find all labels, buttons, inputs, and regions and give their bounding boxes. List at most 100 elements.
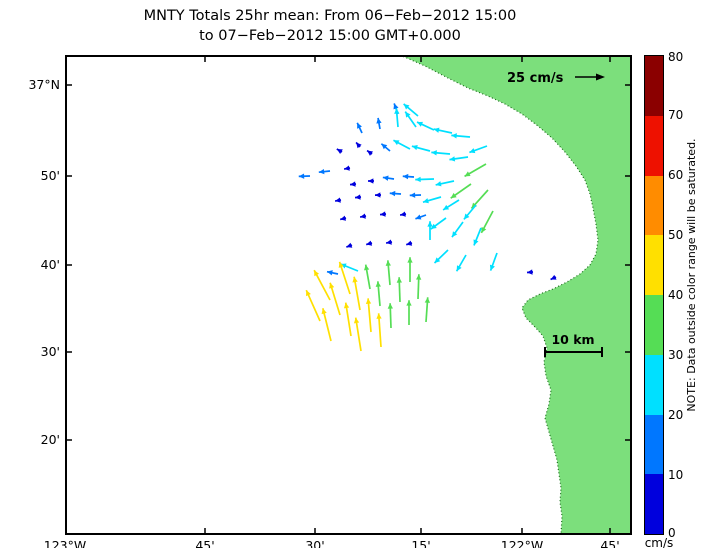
colorbar-segment [645,175,663,236]
current-vector-head [416,274,422,280]
current-vector-head [463,213,470,220]
land-coastline-polygon [399,54,633,536]
colorbar-segment [645,414,663,475]
current-vector-head [364,264,370,271]
current-vector-head [387,303,393,309]
current-vector-head [389,190,396,197]
current-vector-head [368,178,374,184]
current-vector [344,302,352,337]
x-axis-tick-label: 122°W [500,538,544,548]
y-axis-tick-label: 30' [40,344,60,359]
current-vector-head [411,144,418,151]
current-vector-head [409,192,416,198]
current-vector-head [402,173,409,180]
velocity-scale-label: 25 cm/s [507,71,564,86]
current-vector-head [336,149,343,154]
x-axis-tick-label: 45' [195,538,215,548]
current-vector-head [350,181,356,187]
colorbar-unit-label: cm/s [644,536,674,548]
current-vector-head [422,198,429,204]
colorbar-segment [645,235,663,295]
current-vector-head [489,264,495,271]
current-vector-head [386,239,392,245]
colorbar-tick-label: 20 [668,408,684,422]
vector-field-canvas: 25 cm/s 10 km [64,54,633,536]
current-vector-head [394,108,400,114]
current-vector-head [329,282,335,289]
current-vector-head [367,150,374,156]
current-vector-head [427,221,433,227]
current-vector-head [405,111,411,118]
colorbar-segment [645,474,663,534]
x-axis-tick-label: 30' [305,538,325,548]
current-vector-head [469,148,476,154]
current-vector-head [318,168,325,175]
colorbar [644,55,664,535]
current-vector-head [400,211,406,217]
current-vector [329,282,341,316]
colorbar-tick-label: 10 [668,468,684,482]
current-vector-head [431,150,437,156]
current-vector-head [353,317,360,324]
current-vector-head [298,173,305,179]
current-vector [353,276,361,311]
current-vector-head [352,276,358,283]
colorbar-segment [645,56,663,116]
current-vector-head [356,142,362,149]
colorbar-tick-label: 0 [668,526,676,540]
current-vector-head [435,181,442,187]
current-vector-head [375,192,381,198]
current-vector-head [381,143,388,150]
current-vector-head [415,176,421,183]
current-vector-head [451,133,457,139]
x-axis-tick-label: 123°W [43,538,87,548]
colorbar-segment [645,295,663,355]
figure-title-line1: MNTY Totals 25hr mean: From 06−Feb−2012 … [143,8,517,24]
colorbar-tick-label: 50 [668,228,684,242]
current-vector-head [464,171,471,177]
axes-frame [65,55,632,535]
colorbar-tick-label: 70 [668,108,684,122]
current-vector [338,261,351,295]
colorbar-saturation-note: NOTE: Data outside color range will be s… [685,138,698,412]
current-vector-head [481,226,487,233]
current-vector-head [550,274,557,280]
x-axis-tick-label: 15' [411,538,431,548]
current-vector-head [417,121,424,127]
y-axis-tick-label: 20' [40,432,60,447]
current-vector-head [366,240,373,246]
current-vector-head [385,260,391,266]
map-plot-area: 25 cm/s 10 km [64,54,633,536]
current-vector-head [335,197,341,203]
current-vector-head [380,211,386,217]
colorbar-segment [645,115,663,176]
current-vector-head [450,192,457,199]
current-vector-head [451,231,458,238]
colorbar-tick-label: 60 [668,168,684,182]
current-vector-head [403,103,410,110]
current-vector [313,269,331,301]
current-vector-head [406,240,413,246]
y-axis-tick-label: 50' [40,168,60,183]
velocity-scale-arrow: 25 cm/s [507,71,605,86]
current-vector-head [473,239,479,246]
current-vector-head [376,117,382,124]
current-vector-head [449,156,456,162]
current-vector-head [344,165,350,171]
current-vector-head [415,214,422,220]
current-vector-head [365,298,372,304]
colorbar-tick-label: 40 [668,288,684,302]
current-vector [354,317,362,352]
current-vector [322,308,332,342]
current-vector-head [314,270,320,277]
current-vector-head [424,297,431,303]
current-vector-head [443,204,450,210]
current-vector-head [471,202,478,209]
current-vector-head [456,265,462,272]
current-vector [377,313,382,348]
current-vector-head [343,302,350,309]
current-vector-head [382,175,389,181]
x-axis-tick-label: 45' [600,538,620,548]
current-vector-head [430,223,437,230]
